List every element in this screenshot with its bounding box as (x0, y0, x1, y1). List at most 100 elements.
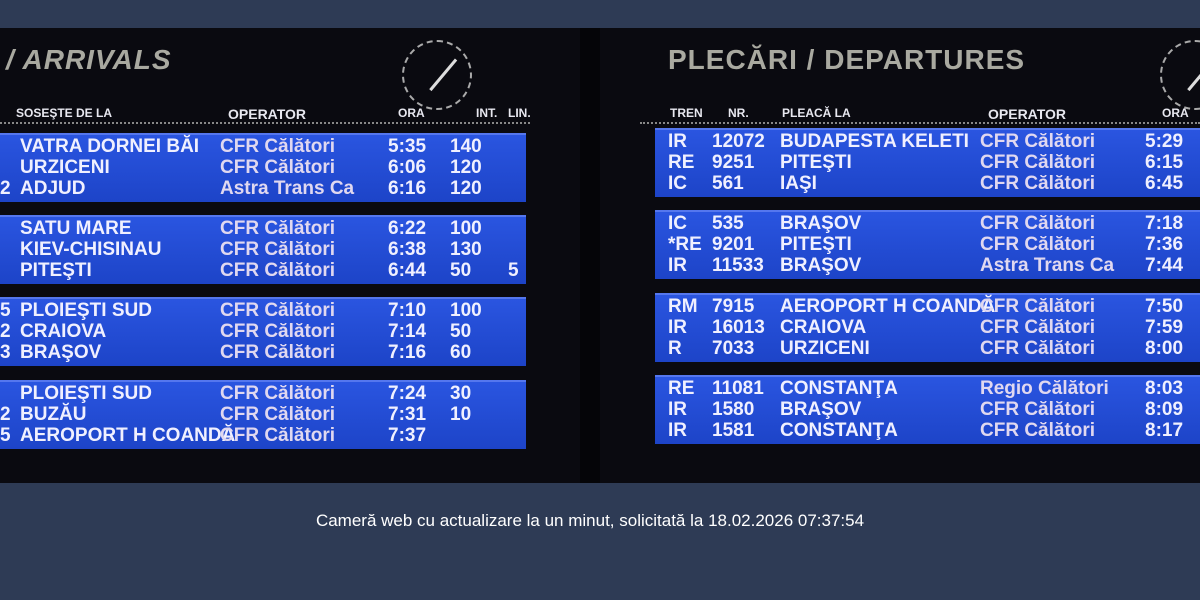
header-operator: OPERATOR (228, 106, 307, 122)
arrival-op: CFR Călători (220, 404, 336, 425)
departure-nr: 12072 (712, 131, 765, 152)
departure-nr: 11081 (712, 378, 764, 399)
departure-time: 5:29 (1145, 131, 1184, 152)
arrival-row: PLOIEŞTI SUD CFR Călători 7:24 30 (0, 383, 526, 405)
arrival-dest: BUZĂU (20, 404, 87, 425)
departure-type: IR (668, 420, 687, 441)
departure-row: IR 11533 BRAŞOV Astra Trans Ca 7:44 (600, 255, 1200, 277)
departure-time: 7:36 (1145, 234, 1184, 255)
departure-dest: IAŞI (780, 173, 817, 194)
arrival-p: 5 (0, 300, 11, 321)
departure-row: IR 16013 CRAIOVA CFR Călători 7:59 (600, 317, 1200, 339)
arrival-p: 3 (0, 342, 11, 363)
departure-dest: BUDAPESTA KELETI (780, 131, 969, 152)
arrival-time: 6:16 (388, 178, 427, 199)
departure-row: IR 12072 BUDAPESTA KELETI CFR Călători 5:29 (600, 131, 1200, 153)
departure-type: IR (668, 317, 687, 338)
departure-op: CFR Călători (980, 338, 1096, 359)
departure-dest: BRAŞOV (780, 399, 862, 420)
arrival-dest: BRAŞOV (20, 342, 102, 363)
arrival-row: 5 AEROPORT H COANDĂ CFR Călători 7:37 (0, 425, 526, 447)
departure-row: IC 535 BRAŞOV CFR Călători 7:18 (600, 213, 1200, 235)
departure-time: 7:50 (1145, 296, 1184, 317)
row-group (0, 215, 526, 284)
departure-type: RM (668, 296, 698, 317)
departure-op: CFR Călători (980, 420, 1096, 441)
arrival-p: 5 (0, 425, 11, 446)
arrival-dest: SATU MARE (20, 218, 132, 239)
arrival-op: CFR Călători (220, 157, 336, 178)
departures-header: TREN NR. PLEACĂ LA OPERATOR ORA (640, 106, 1200, 124)
departure-op: CFR Călători (980, 213, 1096, 234)
arrival-op: CFR Călători (220, 342, 336, 363)
departure-time: 8:09 (1145, 399, 1184, 420)
departure-row: *RE 9201 PITEŞTI CFR Călători 7:36 (600, 234, 1200, 256)
departures-board: PLECĂRI / DEPARTURES TREN NR. PLEACĂ LA … (600, 28, 1200, 483)
departure-row: R 7033 URZICENI CFR Călători 8:00 (600, 338, 1200, 360)
departure-nr: 7915 (712, 296, 755, 317)
departure-time: 7:44 (1145, 255, 1184, 276)
departure-type: *RE (668, 234, 702, 255)
row-group (655, 128, 1200, 197)
departure-type: R (668, 338, 682, 359)
departure-time: 7:18 (1145, 213, 1184, 234)
departure-op: CFR Călători (980, 152, 1096, 173)
arrival-time: 6:38 (388, 239, 427, 260)
departure-time: 7:59 (1145, 317, 1184, 338)
arrival-row: 3 BRAŞOV CFR Călători 7:16 60 (0, 342, 526, 364)
arrival-int: 50 (450, 260, 472, 281)
arrival-int: 100 (450, 218, 482, 239)
arrival-op: CFR Călători (220, 136, 336, 157)
header-time: ORA (398, 106, 425, 120)
arrival-time: 7:16 (388, 342, 427, 363)
arrival-dest: PITEŞTI (20, 260, 92, 281)
header-dest: PLEACĂ LA (782, 106, 851, 120)
departure-op: CFR Călători (980, 296, 1096, 317)
departure-nr: 9201 (712, 234, 755, 255)
departure-row: IR 1581 CONSTANŢA CFR Călători 8:17 (600, 420, 1200, 442)
clock-icon (402, 40, 472, 110)
arrival-line: 5 (508, 260, 519, 281)
departures-title: PLECĂRI / DEPARTURES (668, 44, 1026, 75)
arrival-row: VATRA DORNEI BĂI CFR Călători 5:35 140 (0, 136, 526, 158)
arrival-time: 7:14 (388, 321, 427, 342)
arrival-dest: KIEV-CHISINAU (20, 239, 162, 260)
arrival-time: 6:44 (388, 260, 427, 281)
arrival-row: KIEV-CHISINAU CFR Călători 6:38 130 (0, 239, 526, 261)
arrival-op: CFR Călători (220, 321, 336, 342)
arrival-row: 2 CRAIOVA CFR Călători 7:14 50 (0, 321, 526, 343)
departure-dest: CONSTANŢA (780, 378, 898, 399)
departure-nr: 1580 (712, 399, 755, 420)
departure-nr: 561 (712, 173, 744, 194)
departure-dest: PITEŞTI (780, 152, 852, 173)
header-train: TREN (670, 106, 703, 120)
arrival-time: 6:22 (388, 218, 427, 239)
departure-type: IR (668, 131, 687, 152)
row-group (0, 297, 526, 366)
arrival-time: 7:37 (388, 425, 427, 446)
departure-row: RE 11081 CONSTANŢA Regio Călători 8:03 (600, 378, 1200, 400)
arrival-time: 7:31 (388, 404, 427, 425)
departure-op: Astra Trans Ca (980, 255, 1115, 276)
arrival-dest: VATRA DORNEI BĂI (20, 136, 200, 157)
departure-dest: URZICENI (780, 338, 870, 359)
row-group (0, 133, 526, 202)
arrival-op: CFR Călători (220, 218, 336, 239)
departure-time: 6:45 (1145, 173, 1184, 194)
arrival-p: 2 (0, 404, 11, 425)
departure-dest: CONSTANŢA (780, 420, 898, 441)
row-group (655, 293, 1200, 362)
arrival-op: CFR Călători (220, 425, 336, 446)
row-group (0, 380, 526, 449)
clock-icon (1160, 40, 1200, 110)
arrival-int: 140 (450, 136, 482, 157)
arrival-op: Astra Trans Ca (220, 178, 355, 199)
departure-dest: BRAŞOV (780, 255, 862, 276)
departure-time: 8:17 (1145, 420, 1184, 441)
webcam-image: / ARRIVALS SOSEŞTE DE LA OPERATOR ORA IN… (0, 28, 1200, 483)
arrival-dest: PLOIEŞTI SUD (20, 300, 152, 321)
arrival-op: CFR Călători (220, 239, 336, 260)
arrival-int: 50 (450, 321, 472, 342)
departure-op: CFR Călători (980, 399, 1096, 420)
arrival-op: CFR Călători (220, 300, 336, 321)
